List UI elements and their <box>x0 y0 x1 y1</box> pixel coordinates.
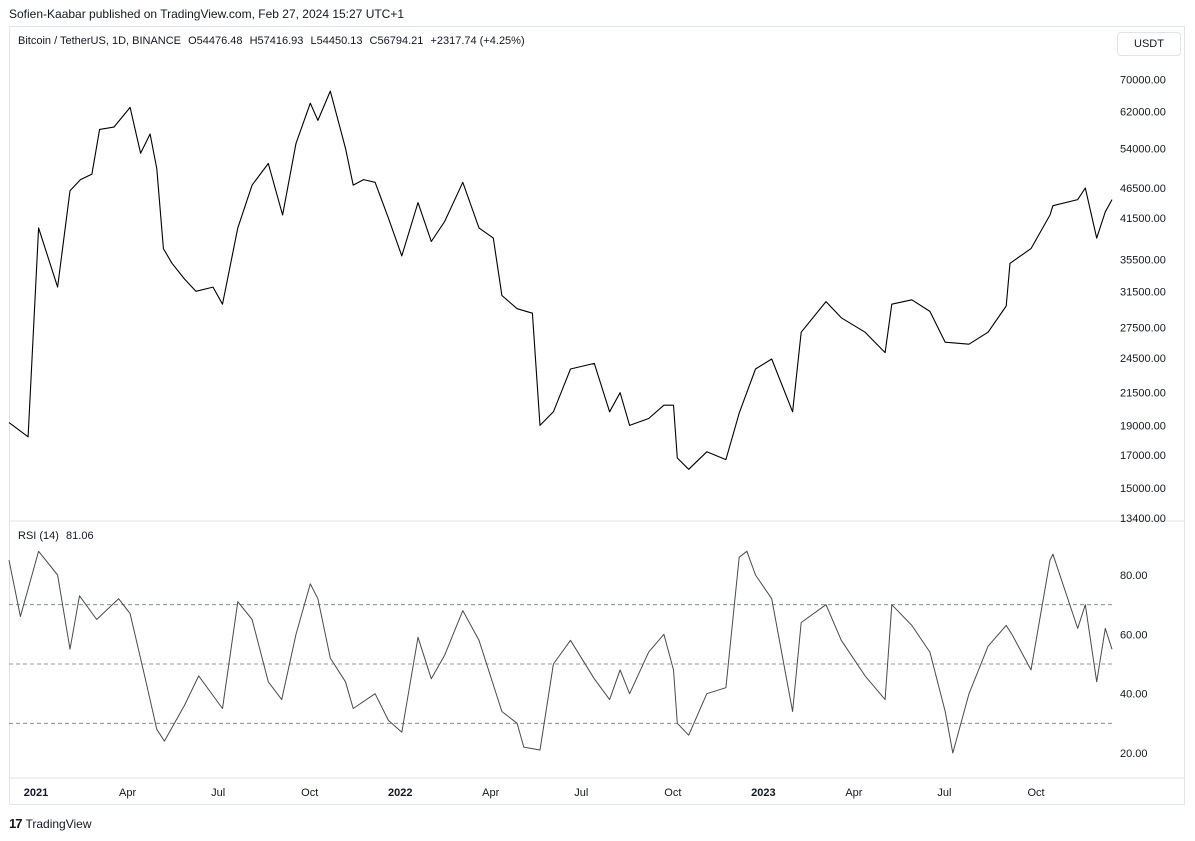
tradingview-logo-icon: 17 <box>9 816 23 831</box>
time-tick-label: Oct <box>301 787 318 799</box>
price-tick-label: 54000.00 <box>1120 143 1166 155</box>
legend-high: H57416.93 <box>249 35 304 47</box>
footer-brand-text: TradingView <box>25 816 92 831</box>
time-tick-label: Oct <box>664 787 681 799</box>
symbol-legend: Bitcoin / TetherUS, 1D, BINANCE O54476.4… <box>18 35 529 47</box>
rsi-tick-label: 60.00 <box>1120 629 1148 641</box>
rsi-legend: RSI (14) 81.06 <box>18 530 98 542</box>
time-tick-label: Jul <box>211 787 225 799</box>
rsi-tick-label: 40.00 <box>1120 689 1148 701</box>
chart-frame <box>9 26 1185 805</box>
price-tick-label: 62000.00 <box>1120 107 1166 119</box>
price-tick-label: 19000.00 <box>1120 420 1166 432</box>
legend-open: O54476.48 <box>188 35 243 47</box>
time-tick-label: 2021 <box>24 787 48 799</box>
price-tick-label: 21500.00 <box>1120 388 1166 400</box>
publisher-line: Sofien-Kaabar published on TradingView.c… <box>9 7 405 21</box>
rsi-legend-name[interactable]: RSI (14) <box>18 530 59 542</box>
time-tick-label: Jul <box>937 787 951 799</box>
time-axis[interactable]: 2021 Apr Jul Oct 2022 Apr Jul Oct 2023 Apr Jul Oct <box>24 787 1045 799</box>
time-tick-label: Apr <box>845 787 862 799</box>
price-tick-label: 15000.00 <box>1120 483 1166 495</box>
price-tick-label: 24500.00 <box>1120 353 1166 365</box>
rsi-series <box>8 550 1113 754</box>
time-tick-label: Oct <box>1027 787 1044 799</box>
rsi-axis[interactable]: 80.00 60.00 40.00 20.00 <box>1120 570 1148 760</box>
rsi-legend-value: 81.06 <box>66 530 94 542</box>
currency-button[interactable]: USDT <box>1117 32 1181 56</box>
time-tick-label: 2022 <box>388 787 412 799</box>
footer-brand[interactable]: 17 TradingView <box>9 816 92 831</box>
legend-low: L54450.13 <box>310 35 363 47</box>
price-tick-label: 70000.00 <box>1120 74 1166 86</box>
rsi-bands <box>9 604 1112 724</box>
price-tick-label: 35500.00 <box>1120 255 1166 267</box>
rsi-tick-label: 20.00 <box>1120 748 1148 760</box>
legend-symbol[interactable]: Bitcoin / TetherUS, 1D, BINANCE <box>18 35 182 47</box>
price-tick-label: 27500.00 <box>1120 322 1166 334</box>
price-axis[interactable]: 70000.00 62000.00 54000.00 46500.00 41500.00… <box>1120 74 1166 525</box>
price-tick-label: 46500.00 <box>1120 183 1166 195</box>
time-tick-label: Apr <box>482 787 499 799</box>
time-tick-label: Apr <box>119 787 136 799</box>
rsi-line <box>8 550 1113 754</box>
price-tick-label: 13400.00 <box>1120 513 1166 525</box>
legend-close: C56794.21 <box>369 35 424 47</box>
price-line <box>8 90 1113 470</box>
time-tick-label: 2023 <box>751 787 775 799</box>
price-tick-label: 31500.00 <box>1120 286 1166 298</box>
rsi-tick-label: 80.00 <box>1120 570 1148 582</box>
time-tick-label: Jul <box>574 787 588 799</box>
price-series <box>8 90 1113 470</box>
price-tick-label: 41500.00 <box>1120 213 1166 225</box>
price-tick-label: 17000.00 <box>1120 450 1166 462</box>
legend-change: +2317.74 (+4.25%) <box>430 35 525 47</box>
